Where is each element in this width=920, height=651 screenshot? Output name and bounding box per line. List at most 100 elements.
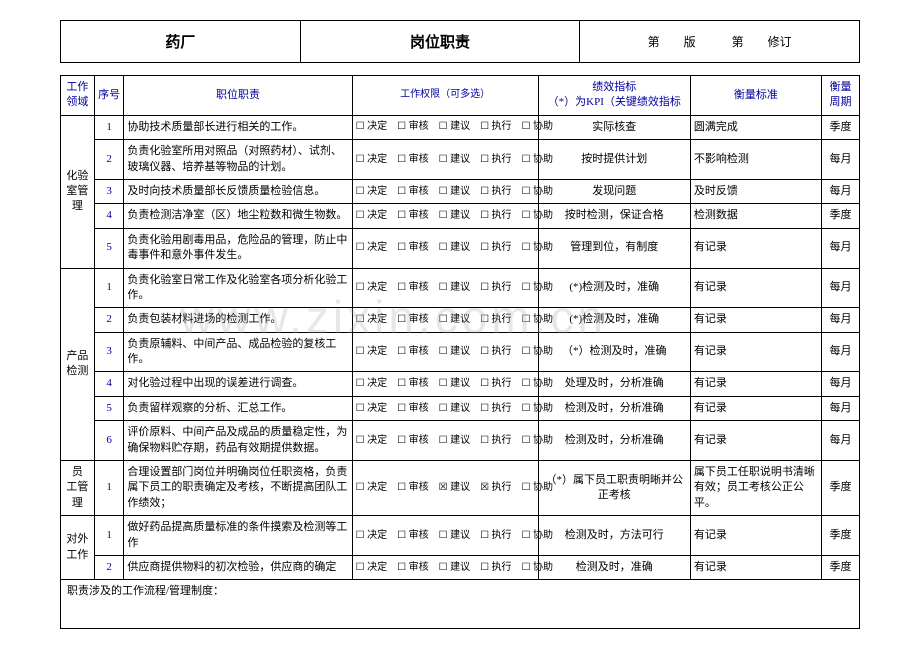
kpi-cell: 管理到位，有制度 [538, 228, 690, 268]
table-row: 对外工作1做好药品提高质量标准的条件摸索及检测等工作☐ 决定 ☐ 审核 ☐ 建议… [61, 516, 860, 556]
cycle-cell: 每月 [821, 228, 859, 268]
duty-cell: 负责化验室日常工作及化验室各项分析化验工作。 [124, 268, 352, 308]
kpi-cell: 按时提供计划 [538, 140, 690, 180]
table-row: 化验室管理1协助技术质量部长进行相关的工作。☐ 决定 ☐ 审核 ☐ 建议 ☐ 执… [61, 115, 860, 139]
cycle-cell: 季度 [821, 461, 859, 516]
duty-cell: 负责化验用剧毒用品，危险品的管理，防止中毒事件和意外事件发生。 [124, 228, 352, 268]
table-row: 3及时向技术质量部长反馈质量检验信息。☐ 决定 ☐ 审核 ☐ 建议 ☐ 执行 ☐… [61, 179, 860, 203]
cycle-cell: 季度 [821, 115, 859, 139]
seq-cell: 5 [94, 228, 124, 268]
seq-cell: 2 [94, 140, 124, 180]
perm-cell[interactable]: ☐ 决定 ☐ 审核 ☐ 建议 ☐ 执行 ☐ 协助 [352, 268, 538, 308]
area-cell: 化验室管理 [61, 115, 95, 268]
std-cell: 有记录 [690, 372, 821, 396]
seq-cell: 2 [94, 308, 124, 332]
th-kpi: 绩效指标（*）为KPI（关键绩效指标 [538, 76, 690, 116]
kpi-cell: （*）属下员工职责明晰并公正考核 [538, 461, 690, 516]
duty-cell: 合理设置部门岗位并明确岗位任职资格，负责属下员工的职责确定及考核，不断提高团队工… [124, 461, 352, 516]
kpi-cell: 检测及时，分析准确 [538, 396, 690, 420]
kpi-cell: 发现问题 [538, 179, 690, 203]
perm-cell[interactable]: ☐ 决定 ☐ 审核 ☐ 建议 ☐ 执行 ☐ 协助 [352, 372, 538, 396]
std-cell: 有记录 [690, 332, 821, 372]
table-row: 5负责留样观察的分析、汇总工作。☐ 决定 ☐ 审核 ☐ 建议 ☐ 执行 ☐ 协助… [61, 396, 860, 420]
duty-cell: 协助技术质量部长进行相关的工作。 [124, 115, 352, 139]
table-row: 6评价原料、中间产品及成品的质量稳定性，为确保物料贮存期，药品有效期提供数据。☐… [61, 421, 860, 461]
perm-cell[interactable]: ☐ 决定 ☐ 审核 ☐ 建议 ☐ 执行 ☐ 协助 [352, 308, 538, 332]
seq-cell: 4 [94, 204, 124, 228]
seq-cell: 1 [94, 268, 124, 308]
th-std: 衡量标准 [690, 76, 821, 116]
perm-cell[interactable]: ☐ 决定 ☐ 审核 ☐ 建议 ☐ 执行 ☐ 协助 [352, 516, 538, 556]
kpi-cell: 检测及时，分析准确 [538, 421, 690, 461]
perm-cell[interactable]: ☐ 决定 ☐ 审核 ☐ 建议 ☐ 执行 ☐ 协助 [352, 396, 538, 420]
kpi-cell: 检测及时，方法可行 [538, 516, 690, 556]
header-col3: 第 版 第 修订 [580, 21, 860, 63]
cycle-cell: 每月 [821, 308, 859, 332]
table-row: 4对化验过程中出现的误差进行调查。☐ 决定 ☐ 审核 ☐ 建议 ☐ 执行 ☐ 协… [61, 372, 860, 396]
cycle-cell: 季度 [821, 516, 859, 556]
table-row: 2负责包装材料进场的检测工作。☐ 决定 ☐ 审核 ☐ 建议 ☐ 执行 ☐ 协助(… [61, 308, 860, 332]
table-row: 产品检测1负责化验室日常工作及化验室各项分析化验工作。☐ 决定 ☐ 审核 ☐ 建… [61, 268, 860, 308]
seq-cell: 6 [94, 421, 124, 461]
duty-cell: 负责留样观察的分析、汇总工作。 [124, 396, 352, 420]
perm-cell[interactable]: ☐ 决定 ☐ 审核 ☐ 建议 ☐ 执行 ☐ 协助 [352, 140, 538, 180]
std-cell: 有记录 [690, 228, 821, 268]
seq-cell: 5 [94, 396, 124, 420]
perm-cell[interactable]: ☐ 决定 ☐ 审核 ☐ 建议 ☐ 执行 ☐ 协助 [352, 179, 538, 203]
area-cell: 对外工作 [61, 516, 95, 580]
th-cycle: 衡量周期 [821, 76, 859, 116]
th-seq: 序号 [94, 76, 124, 116]
cycle-cell: 每月 [821, 396, 859, 420]
cycle-cell: 每月 [821, 179, 859, 203]
duty-cell: 负责化验室所用对照品（对照药材）、试剂、玻璃仪器、培养基等物品的计划。 [124, 140, 352, 180]
perm-cell[interactable]: ☐ 决定 ☐ 审核 ☐ 建议 ☐ 执行 ☐ 协助 [352, 555, 538, 579]
std-cell: 有记录 [690, 268, 821, 308]
kpi-cell: 实际核查 [538, 115, 690, 139]
table-row: 2负责化验室所用对照品（对照药材）、试剂、玻璃仪器、培养基等物品的计划。☐ 决定… [61, 140, 860, 180]
perm-cell[interactable]: ☐ 决定 ☐ 审核 ☐ 建议 ☐ 执行 ☐ 协助 [352, 421, 538, 461]
th-perm: 工作权限（可多选） [352, 76, 538, 116]
std-cell: 不影响检测 [690, 140, 821, 180]
perm-cell[interactable]: ☐ 决定 ☐ 审核 ☐ 建议 ☐ 执行 ☐ 协助 [352, 228, 538, 268]
std-cell: 有记录 [690, 308, 821, 332]
seq-cell: 1 [94, 516, 124, 556]
header-table: 药厂 岗位职责 第 版 第 修订 [60, 20, 860, 63]
kpi-cell: (*)检测及时，准确 [538, 308, 690, 332]
cycle-cell: 季度 [821, 555, 859, 579]
table-header-row: 工作领域 序号 职位职责 工作权限（可多选） 绩效指标（*）为KPI（关键绩效指… [61, 76, 860, 116]
std-cell: 及时反馈 [690, 179, 821, 203]
perm-cell[interactable]: ☐ 决定 ☐ 审核 ☐ 建议 ☐ 执行 ☐ 协助 [352, 115, 538, 139]
table-row: 员 工管理1合理设置部门岗位并明确岗位任职资格，负责属下员工的职责确定及考核，不… [61, 461, 860, 516]
perm-cell[interactable]: ☐ 决定 ☐ 审核 ☐ 建议 ☐ 执行 ☐ 协助 [352, 332, 538, 372]
perm-cell[interactable]: ☐ 决定 ☐ 审核 ☒ 建议 ☒ 执行 ☐ 协助 [352, 461, 538, 516]
kpi-cell: (*)检测及时，准确 [538, 268, 690, 308]
cycle-cell: 每月 [821, 421, 859, 461]
th-area: 工作领域 [61, 76, 95, 116]
cycle-cell: 每月 [821, 268, 859, 308]
std-cell: 有记录 [690, 396, 821, 420]
duty-cell: 评价原料、中间产品及成品的质量稳定性，为确保物料贮存期，药品有效期提供数据。 [124, 421, 352, 461]
table-row: 3负责原辅料、中间产品、成品检验的复核工作。☐ 决定 ☐ 审核 ☐ 建议 ☐ 执… [61, 332, 860, 372]
cycle-cell: 每月 [821, 140, 859, 180]
seq-cell: 1 [94, 115, 124, 139]
table-row: 2供应商提供物料的初次检验，供应商的确定☐ 决定 ☐ 审核 ☐ 建议 ☐ 执行 … [61, 555, 860, 579]
area-cell: 员 工管理 [61, 461, 95, 516]
area-cell: 产品检测 [61, 268, 95, 461]
seq-cell: 2 [94, 555, 124, 579]
th-duty: 职位职责 [124, 76, 352, 116]
perm-cell[interactable]: ☐ 决定 ☐ 审核 ☐ 建议 ☐ 执行 ☐ 协助 [352, 204, 538, 228]
std-cell: 属下员工任职说明书清晰有效；员工考核公正公平。 [690, 461, 821, 516]
std-cell: 圆满完成 [690, 115, 821, 139]
std-cell: 有记录 [690, 555, 821, 579]
duty-cell: 负责原辅料、中间产品、成品检验的复核工作。 [124, 332, 352, 372]
header-col1: 药厂 [61, 21, 301, 63]
footer-row: 职责涉及的工作流程/管理制度： [61, 580, 860, 628]
table-row: 4负责检测洁净室（区）地尘粒数和微生物数。☐ 决定 ☐ 审核 ☐ 建议 ☐ 执行… [61, 204, 860, 228]
duty-cell: 对化验过程中出现的误差进行调查。 [124, 372, 352, 396]
duty-cell: 负责包装材料进场的检测工作。 [124, 308, 352, 332]
seq-cell: 3 [94, 332, 124, 372]
std-cell: 有记录 [690, 421, 821, 461]
table-row: 5负责化验用剧毒用品，危险品的管理，防止中毒事件和意外事件发生。☐ 决定 ☐ 审… [61, 228, 860, 268]
duty-cell: 供应商提供物料的初次检验，供应商的确定 [124, 555, 352, 579]
kpi-cell: 处理及时，分析准确 [538, 372, 690, 396]
